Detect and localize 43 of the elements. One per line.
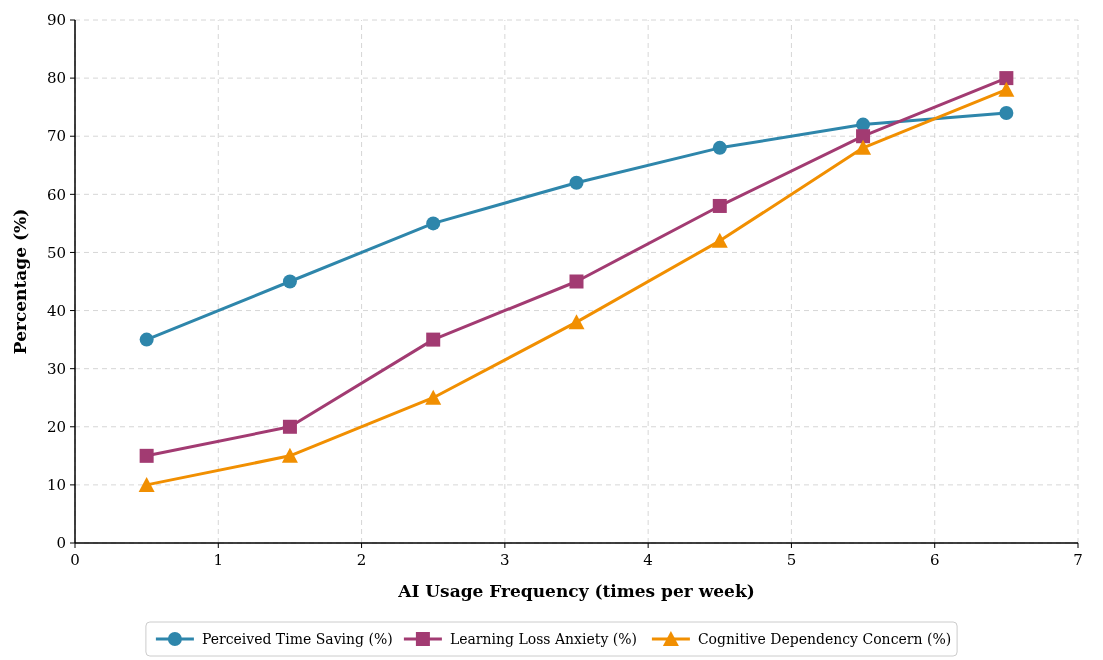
- point: [139, 332, 154, 347]
- point: [569, 175, 584, 190]
- x-tick-label: 6: [929, 551, 940, 569]
- y-tick-label: 50: [46, 243, 66, 262]
- y-tick-label: 90: [46, 11, 66, 30]
- x-tick-label: 0: [70, 551, 80, 569]
- point: [998, 81, 1015, 97]
- y-tick-label: 0: [56, 534, 66, 553]
- point: [999, 105, 1014, 120]
- point: [999, 71, 1014, 86]
- point: [711, 232, 728, 248]
- point: [856, 129, 871, 144]
- point: [426, 332, 441, 347]
- point: [712, 140, 727, 155]
- point: [139, 448, 154, 463]
- point: [281, 447, 298, 463]
- point: [282, 419, 297, 434]
- point: [425, 389, 442, 405]
- point: [855, 139, 872, 155]
- x-tick-label: 7: [1073, 551, 1083, 569]
- y-tick-label: 10: [46, 476, 66, 495]
- point: [569, 274, 584, 289]
- x-tick-label: 2: [356, 551, 367, 569]
- legend-label: Learning Loss Anxiety (%): [449, 630, 637, 647]
- x-tick-label: 1: [213, 551, 224, 569]
- point: [426, 216, 441, 231]
- point: [712, 198, 727, 213]
- x-tick-label: 5: [786, 551, 797, 569]
- x-tick-label: 3: [500, 551, 510, 569]
- point: [568, 314, 585, 330]
- point: [282, 274, 297, 289]
- y-tick-label: 70: [46, 127, 66, 146]
- x-axis-title: AI Usage Frequency (times per week): [397, 581, 755, 601]
- x-tick-label: 4: [643, 551, 653, 569]
- y-axis-title: Percentage (%): [10, 208, 30, 355]
- legend-label: Perceived Time Saving (%): [201, 630, 393, 647]
- y-tick-label: 20: [46, 418, 66, 437]
- y-tick-label: 80: [46, 69, 66, 88]
- y-tick-label: 60: [46, 185, 66, 204]
- legend-label: Cognitive Dependency Concern (%): [697, 630, 952, 647]
- y-tick-label: 40: [46, 301, 66, 320]
- y-tick-label: 30: [46, 359, 66, 378]
- point: [138, 476, 155, 492]
